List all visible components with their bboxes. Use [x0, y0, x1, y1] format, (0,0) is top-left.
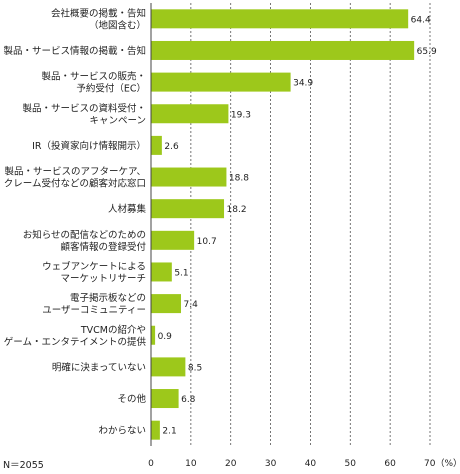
grid-lines [150, 3, 431, 446]
bar [151, 294, 181, 314]
category-label: マーケットリサーチ [60, 273, 146, 284]
category-label: ウェブアンケートによる [42, 260, 146, 272]
sample-size-note: N＝2055 [3, 460, 44, 471]
value-label: 0.9 [158, 332, 173, 342]
bar [151, 104, 229, 124]
bar [151, 357, 186, 377]
value-label: 18.8 [229, 174, 249, 184]
bar [151, 135, 162, 155]
value-label: 2.6 [164, 142, 179, 152]
category-label: 会社概要の掲載・告知 [51, 7, 146, 19]
bars [151, 9, 415, 440]
x-tick-label: 70（%） [424, 458, 460, 469]
bar [151, 72, 291, 92]
bar [151, 199, 225, 219]
bar [151, 420, 160, 440]
category-label: ゲーム・エンタテイメントの提供 [4, 336, 147, 348]
category-label: 電子掲示板などの [70, 292, 146, 304]
x-tick-label: 20 [225, 459, 237, 469]
x-tick-label: 0 [148, 459, 154, 469]
x-tick-label: 50 [345, 459, 357, 469]
value-label: 8.5 [188, 363, 202, 373]
category-label: TVCMの紹介や [80, 324, 146, 336]
category-label: 顧客情報の登録受付 [60, 241, 146, 253]
value-labels: 64.4 65.9 34.9 19.3 2.6 18.8 18.2 10.7 5.1 7.4 0.9… [158, 15, 437, 436]
bar [151, 389, 179, 409]
x-tick-label: 40 [305, 459, 317, 469]
category-label: 人材募集 [108, 203, 147, 215]
category-label: IR（投資家向け情報開示） [32, 140, 146, 152]
category-label: ユーザーコミュニティー [42, 305, 146, 316]
category-label: キャンペーン [89, 115, 146, 126]
bar [151, 40, 415, 60]
value-label: 34.9 [293, 79, 313, 89]
category-label: わからない [98, 426, 146, 437]
category-label: その他 [117, 393, 146, 405]
bar [151, 9, 409, 29]
category-label: クレーム受付などの顧客対応窓口 [4, 178, 146, 190]
value-label: 5.1 [174, 268, 188, 278]
category-label: （地図含む） [89, 19, 146, 31]
category-labels: 会社概要の掲載・告知（地図含む） 製品・サービス情報の掲載・告知製品・サービスの販… [3, 7, 146, 436]
value-label: 18.2 [227, 205, 247, 215]
category-label: お知らせの配信などのための [23, 229, 146, 241]
value-label: 64.4 [411, 15, 431, 25]
value-label: 7.4 [183, 300, 198, 310]
x-tick-label: 10 [185, 459, 197, 469]
category-label: 製品・サービスの資料受付・ [22, 102, 146, 114]
value-label: 2.1 [162, 427, 176, 437]
value-label: 65.9 [417, 47, 437, 57]
bar [151, 262, 172, 282]
x-tick-label: 60 [384, 459, 396, 469]
bar [151, 230, 195, 250]
category-label: 製品・サービスの販売・ [41, 71, 146, 83]
category-label: 製品・サービスのアフターケア、 [4, 166, 146, 178]
category-label: 明確に決まっていない [52, 361, 146, 373]
x-axis-ticks: 0 10 20 30 40 50 60 70（%） [148, 458, 460, 469]
bar [151, 167, 227, 187]
category-label: 予約受付（EC） [76, 83, 146, 95]
bar [151, 325, 156, 345]
value-label: 6.8 [181, 395, 196, 405]
category-label: 製品・サービス情報の掲載・告知 [3, 45, 146, 57]
value-label: 19.3 [231, 110, 251, 120]
x-tick-label: 30 [265, 459, 277, 469]
value-label: 10.7 [197, 237, 217, 247]
